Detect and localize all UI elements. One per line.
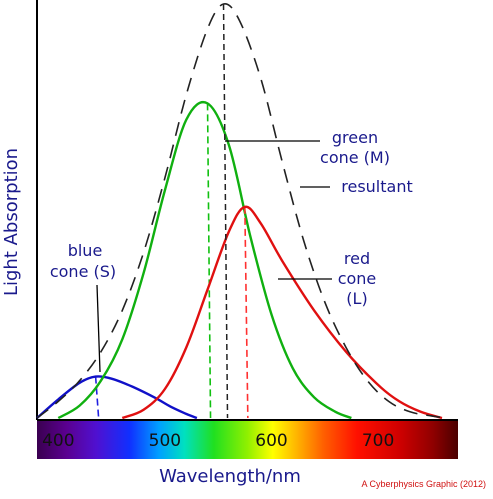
red-cone-label-1: red <box>344 249 370 268</box>
blue-cone-pointer <box>96 284 101 373</box>
x-tick-labels: 400 500 600 700 <box>42 431 394 451</box>
blue-cone-s-curve <box>36 375 198 420</box>
series-layer <box>36 3 448 420</box>
red-cone-label-2: cone <box>338 269 377 288</box>
red-cone-l-curve <box>121 205 443 420</box>
resultant-peak-line <box>222 3 229 419</box>
spectrum-bar <box>37 420 458 459</box>
green-cone-label-1: green <box>332 128 378 147</box>
red-cone-l-peak-line <box>244 206 249 419</box>
green-cone-m-peak-line <box>206 103 212 419</box>
blue-cone-label-2: cone (S) <box>50 262 116 281</box>
x-axis-label: Wavelength/nm <box>159 466 301 487</box>
x-tick-label-600: 600 <box>255 431 287 451</box>
x-tick-label-400: 400 <box>42 431 74 451</box>
credit-text: A Cyberphysics Graphic (2012) <box>361 479 486 489</box>
green-cone-label-2: cone (M) <box>320 148 390 167</box>
resultant-curve <box>36 3 448 419</box>
x-tick-label-700: 700 <box>362 431 394 451</box>
y-axis-label: Light Absorption <box>1 148 22 296</box>
x-tick-label-500: 500 <box>149 431 181 451</box>
resultant-label: resultant <box>341 177 412 196</box>
green-cone-m-curve <box>57 100 352 420</box>
red-cone-label-3: (L) <box>346 289 367 308</box>
blue-cone-s-peak-line <box>94 376 100 419</box>
blue-cone-label-1: blue <box>68 241 103 260</box>
